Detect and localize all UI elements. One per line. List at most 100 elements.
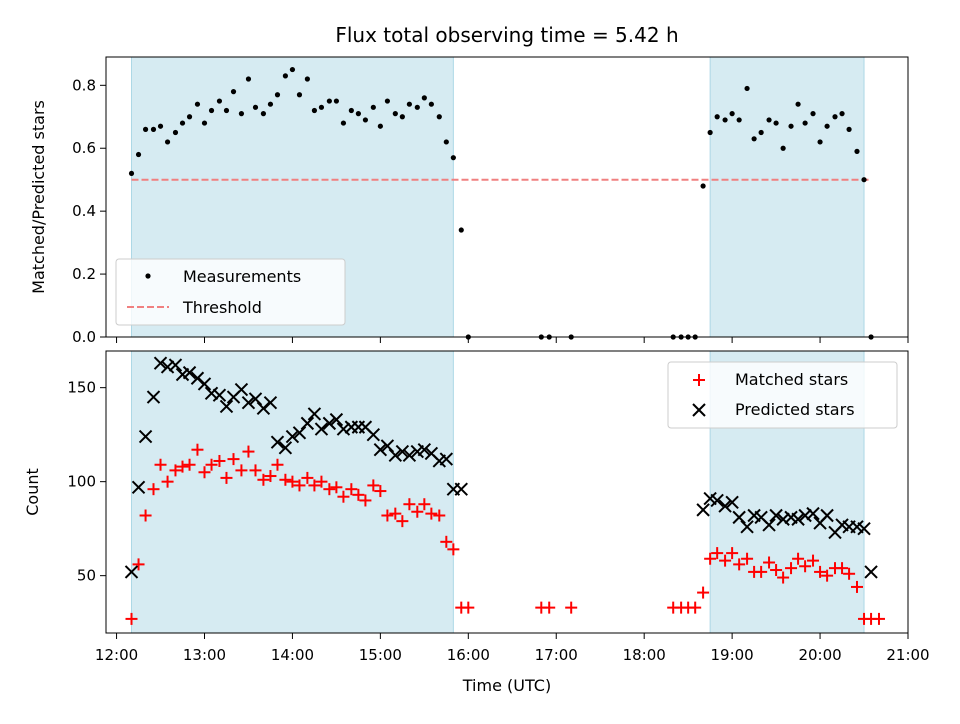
top-ytick-label: 0.2 <box>72 265 96 283</box>
measurement-point <box>186 114 193 120</box>
matched-star-point <box>807 554 820 567</box>
measurement-point <box>208 107 215 114</box>
bottom-shaded-interval-0 <box>131 350 454 634</box>
measurement-point <box>194 101 201 107</box>
measurement-point <box>406 101 412 107</box>
bottom-xtick-label: 14:00 <box>271 646 314 664</box>
predicted-star-point <box>300 416 315 431</box>
predicted-star-point <box>373 442 388 457</box>
top-ytick-label: 0.4 <box>72 202 96 220</box>
predicted-star-point <box>454 482 468 496</box>
legend-label-matched: Matched stars <box>735 370 848 389</box>
matched-star-point <box>763 556 776 569</box>
matched-star-point <box>770 564 783 577</box>
matched-star-point <box>191 443 204 456</box>
measurement-point <box>795 101 801 107</box>
measurement-point <box>458 227 464 233</box>
matched-star-point <box>125 612 138 625</box>
predicted-star-point <box>168 358 183 372</box>
matched-star-point <box>425 507 438 520</box>
top-panel: 0.00.20.40.60.8 Matched/Predicted stars … <box>29 56 909 346</box>
measurement-point <box>216 98 223 104</box>
measurement-point <box>392 111 398 117</box>
matched-star-point <box>403 498 416 511</box>
predicted-star-point <box>124 565 139 579</box>
matched-star-point <box>198 466 211 479</box>
measurement-point <box>252 104 259 110</box>
measurement-point <box>788 123 794 129</box>
matched-star-point <box>154 458 167 471</box>
matched-star-point <box>689 601 702 614</box>
predicted-star-point <box>388 448 403 463</box>
legend-label-predicted: Predicted stars <box>735 400 855 419</box>
measurement-point <box>766 117 772 123</box>
matched-star-point <box>433 509 446 522</box>
matched-star-point <box>777 571 790 584</box>
measurement-point <box>238 111 245 117</box>
matched-star-point <box>389 507 402 520</box>
bottom-legend: Matched stars Predicted stars <box>667 361 898 429</box>
matched-star-point <box>872 612 885 625</box>
measurement-point <box>861 177 867 183</box>
measurement-point <box>355 111 361 117</box>
matched-star-point <box>330 481 343 494</box>
matched-star-point <box>381 509 394 522</box>
predicted-star-point <box>820 508 834 523</box>
measurement-point <box>289 66 296 73</box>
matched-star-point <box>139 509 152 522</box>
matched-star-point <box>205 458 218 471</box>
legend-marker-measurements <box>145 273 151 279</box>
measurement-point <box>802 120 808 126</box>
measurement-point <box>230 89 237 95</box>
measurement-point <box>157 123 164 129</box>
matched-star-point <box>821 569 834 582</box>
chart-title: Flux total observing time = 5.42 h <box>335 23 678 47</box>
matched-star-point <box>242 445 255 458</box>
measurement-point <box>839 111 845 117</box>
measurement-point <box>267 101 274 107</box>
predicted-star-point <box>322 416 337 431</box>
measurement-point <box>362 117 369 123</box>
measurement-point <box>736 117 742 123</box>
predicted-star-point <box>336 422 351 436</box>
measurement-point <box>260 111 267 117</box>
top-ytick-label: 0.6 <box>72 139 96 157</box>
measurement-point <box>414 104 420 110</box>
matched-star-point <box>697 586 710 599</box>
predicted-star-point <box>791 512 805 526</box>
matched-star-point <box>440 535 453 548</box>
predicted-star-point <box>153 356 168 370</box>
predicted-star-point <box>439 452 454 466</box>
measurement-point <box>450 155 456 161</box>
top-ylabel: Matched/Predicted stars <box>29 100 48 294</box>
measurement-point <box>201 120 208 126</box>
matched-star-point <box>257 473 270 486</box>
measurement-point <box>744 85 750 92</box>
measurement-point <box>172 129 179 136</box>
measurement-point <box>428 101 434 107</box>
matched-star-point <box>271 458 284 471</box>
matched-star-point <box>345 483 358 496</box>
matched-star-point <box>462 601 475 614</box>
bottom-ytick-label: 50 <box>77 567 96 585</box>
measurement-point <box>700 183 706 189</box>
predicted-star-point <box>864 565 878 579</box>
matched-star-point <box>799 560 812 573</box>
legend-marker-matched <box>693 374 705 386</box>
matched-star-point <box>374 485 387 498</box>
predicted-star-point <box>131 480 146 495</box>
bottom-xtick-label: 12:00 <box>95 646 138 664</box>
measurement-point <box>436 114 442 120</box>
bottom-ytick-label: 100 <box>67 473 96 491</box>
measurement-point <box>179 120 186 126</box>
measurement-point <box>348 107 354 114</box>
measurement-point <box>318 104 325 110</box>
bottom-legend-box <box>667 361 898 429</box>
matched-star-point <box>308 479 321 492</box>
predicted-star-point <box>285 429 300 444</box>
legend-label-threshold: Threshold <box>182 298 262 317</box>
measurement-point <box>729 111 735 117</box>
measurement-point <box>304 76 310 82</box>
legend-label-measurements: Measurements <box>183 267 301 286</box>
matched-star-point <box>565 601 578 614</box>
